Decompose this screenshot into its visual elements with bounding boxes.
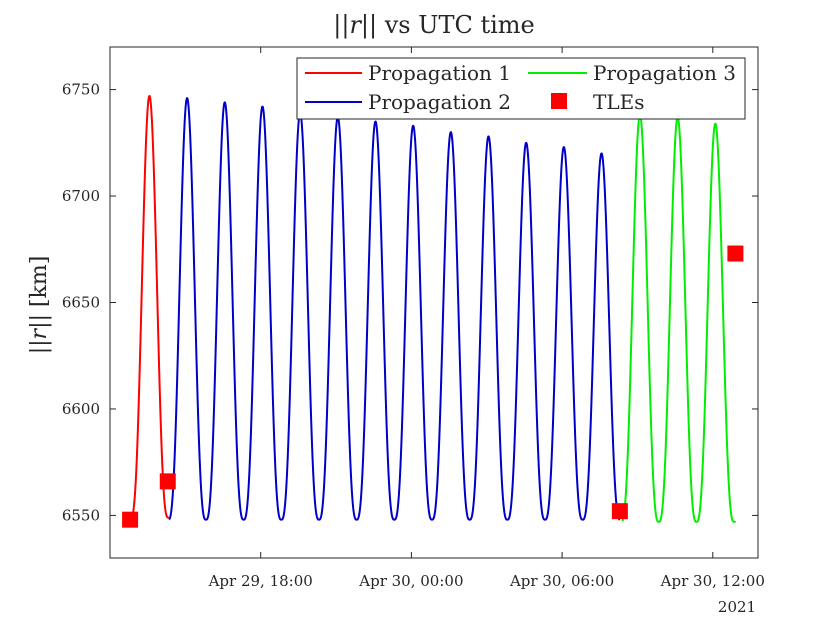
y-tick-label: 6650 <box>62 294 100 312</box>
y-tick-label: 6550 <box>62 506 100 524</box>
legend-box <box>296 57 746 120</box>
legend-label-propagation-3: Propagation 3 <box>593 61 736 85</box>
chart-title: ||r|| vs UTC time <box>333 11 534 40</box>
y-tick-label: 6600 <box>62 400 100 418</box>
legend: Propagation 1 Propagation 2 Propagation … <box>296 57 746 120</box>
y-tick-label: 6750 <box>62 81 100 99</box>
plot-area <box>110 47 758 558</box>
series-line-propagation-3 <box>621 114 737 523</box>
legend-swatch-tles <box>551 93 567 109</box>
tle-marker <box>611 503 628 520</box>
x-tick-label: Apr 30, 00:00 <box>358 572 463 590</box>
y-axis-label: ||r|| [km] <box>27 256 52 355</box>
tle-marker <box>727 245 744 262</box>
x-tick-label: Apr 29, 18:00 <box>208 572 313 590</box>
legend-label-tles: TLEs <box>593 90 644 114</box>
legend-label-propagation-2: Propagation 2 <box>368 90 511 114</box>
x-tick-year-label: 2021 <box>718 598 756 616</box>
series-line-propagation-1 <box>129 94 170 519</box>
x-tick-label: Apr 30, 06:00 <box>509 572 614 590</box>
tle-marker <box>159 473 176 490</box>
y-tick-label: 6700 <box>62 187 100 205</box>
tle-marker <box>122 511 139 528</box>
marker-layer <box>122 245 744 528</box>
series-layer <box>129 94 737 523</box>
series-line-propagation-2 <box>168 97 621 521</box>
x-ticks: Apr 29, 18:00 Apr 30, 00:00 Apr 30, 06:00 A… <box>208 47 765 590</box>
x-tick-label: Apr 30, 12:00 <box>660 572 765 590</box>
y-ticks: 6550 6600 6650 6700 6750 <box>62 81 758 524</box>
legend-label-propagation-1: Propagation 1 <box>368 61 511 85</box>
